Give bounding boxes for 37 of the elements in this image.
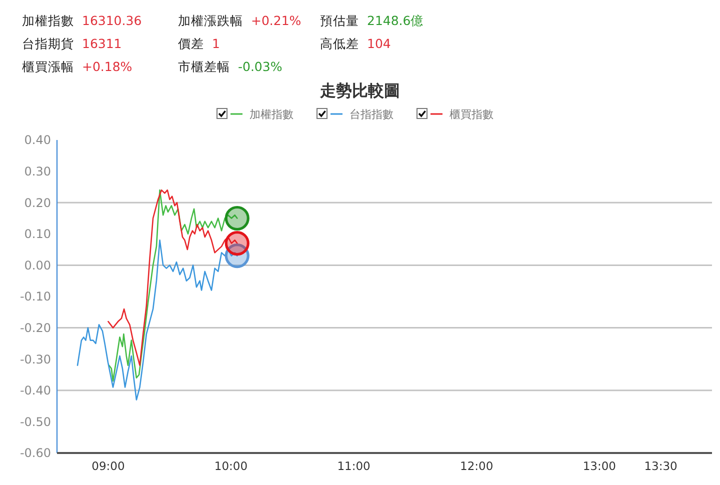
category-label: 台指期貨 bbox=[22, 36, 74, 51]
legend-label: 加權指數 bbox=[250, 108, 294, 121]
text: +0.21% bbox=[251, 13, 302, 28]
text: +0.18% bbox=[82, 59, 132, 74]
category-label: 市櫃差幅 bbox=[178, 59, 230, 74]
x-tick-label: 13:00 bbox=[582, 459, 616, 473]
text: 16310.36 bbox=[82, 13, 142, 28]
y-tick-label: -0.10 bbox=[20, 290, 51, 304]
category-label: 預估量 bbox=[320, 13, 359, 28]
x-tick-label: 13:30 bbox=[644, 459, 678, 473]
text: 16311 bbox=[82, 36, 122, 51]
category-label: 加權指數 bbox=[22, 13, 74, 28]
category-label: 價差 bbox=[178, 36, 204, 51]
y-tick-label: -0.50 bbox=[20, 414, 51, 429]
x-tick-label: 12:00 bbox=[460, 459, 494, 473]
y-tick-label: -0.30 bbox=[20, 352, 51, 366]
y-tick-label: 0.10 bbox=[24, 227, 51, 242]
y-tick-label: 0.20 bbox=[24, 196, 51, 210]
category-label: 櫃買漲幅 bbox=[22, 59, 74, 74]
y-tick-label: 0.30 bbox=[24, 164, 51, 178]
text: 2148.6億 bbox=[367, 13, 424, 28]
y-tick-label: 0.40 bbox=[24, 133, 51, 148]
legend-label: 櫃買指數 bbox=[450, 108, 494, 121]
x-tick-label: 10:00 bbox=[214, 459, 248, 473]
text: 1 bbox=[212, 36, 220, 51]
legend-label: 台指指數 bbox=[350, 108, 394, 121]
text: 104 bbox=[367, 36, 391, 51]
text: -0.03% bbox=[238, 59, 282, 74]
x-tick-label: 11:00 bbox=[337, 459, 370, 473]
category-label: 高低差 bbox=[320, 36, 359, 51]
y-tick-label: -0.20 bbox=[20, 321, 51, 335]
chart-title: 走勢比較圖 bbox=[319, 81, 400, 100]
y-tick-label: -0.60 bbox=[20, 446, 51, 460]
y-tick-label: 0.00 bbox=[24, 258, 51, 272]
x-tick-label: 09:00 bbox=[92, 459, 125, 473]
category-label: 加權漲跌幅 bbox=[178, 13, 243, 28]
y-tick-label: -0.40 bbox=[20, 384, 51, 398]
